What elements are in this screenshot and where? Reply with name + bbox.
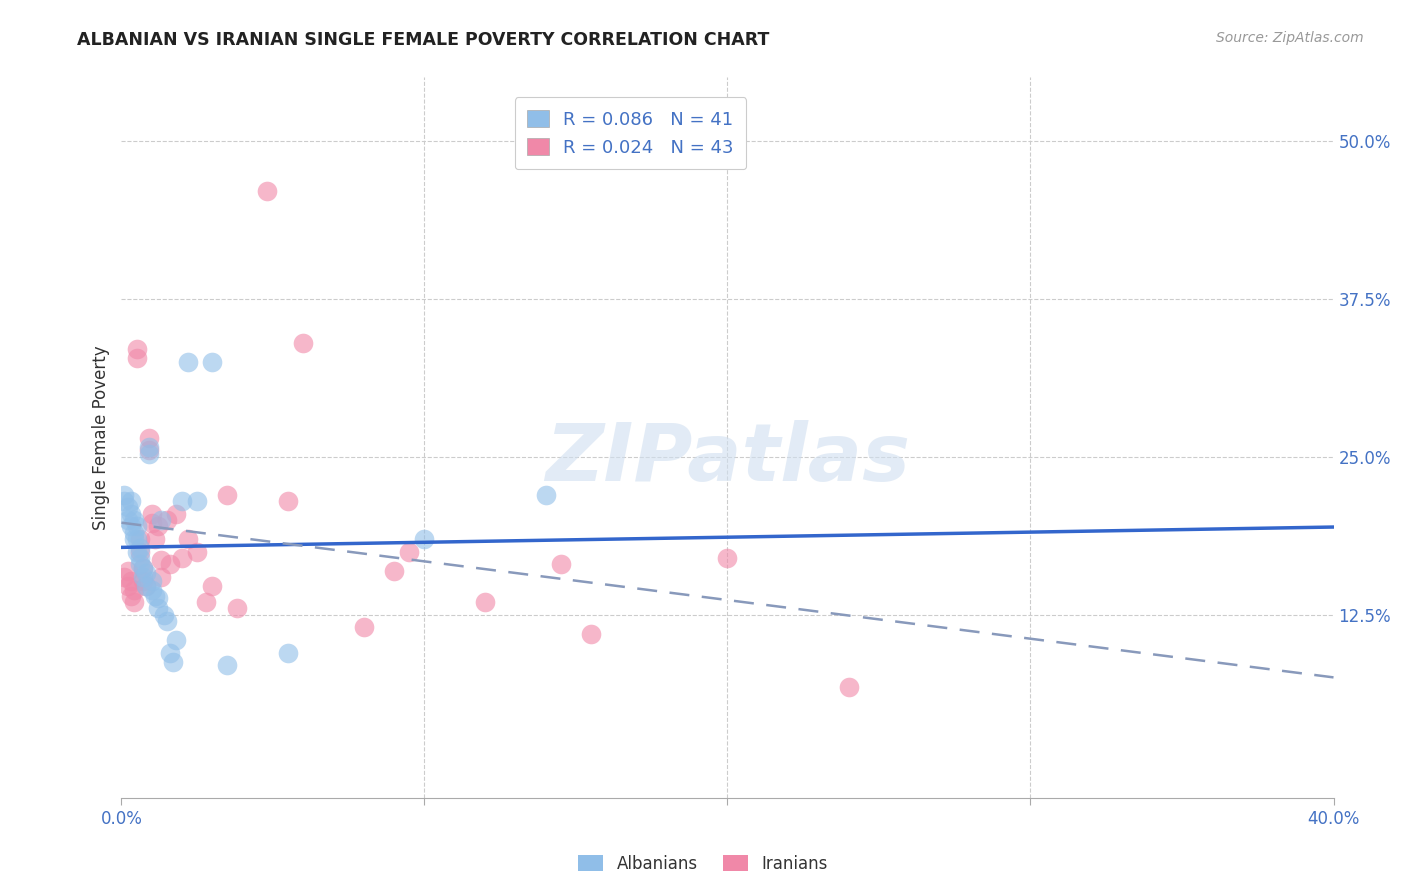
Point <box>138 431 160 445</box>
Point <box>170 494 193 508</box>
Point <box>131 561 153 575</box>
Point <box>135 579 157 593</box>
Point <box>135 566 157 580</box>
Point <box>135 579 157 593</box>
Point <box>186 544 208 558</box>
Point <box>125 519 148 533</box>
Point <box>117 500 139 515</box>
Point <box>117 579 139 593</box>
Point <box>217 488 239 502</box>
Point <box>131 570 153 584</box>
Point <box>125 532 148 546</box>
Point <box>153 607 176 622</box>
Point <box>162 655 184 669</box>
Point <box>120 494 142 508</box>
Point <box>128 550 150 565</box>
Text: Source: ZipAtlas.com: Source: ZipAtlas.com <box>1216 31 1364 45</box>
Point <box>120 519 142 533</box>
Point <box>131 574 153 588</box>
Point <box>474 595 496 609</box>
Point <box>353 620 375 634</box>
Point <box>120 507 142 521</box>
Point <box>141 516 163 530</box>
Point <box>165 633 187 648</box>
Point <box>201 355 224 369</box>
Point <box>122 595 145 609</box>
Point <box>277 494 299 508</box>
Point <box>156 513 179 527</box>
Point <box>120 589 142 603</box>
Y-axis label: Single Female Poverty: Single Female Poverty <box>93 345 110 530</box>
Point <box>159 558 181 572</box>
Point <box>579 626 602 640</box>
Point <box>156 614 179 628</box>
Point <box>149 570 172 584</box>
Point <box>550 558 572 572</box>
Legend: R = 0.086   N = 41, R = 0.024   N = 43: R = 0.086 N = 41, R = 0.024 N = 43 <box>515 97 747 169</box>
Point <box>138 447 160 461</box>
Point <box>716 550 738 565</box>
Point <box>117 513 139 527</box>
Point <box>225 601 247 615</box>
Point <box>141 574 163 588</box>
Point <box>122 532 145 546</box>
Point <box>128 558 150 572</box>
Point <box>195 595 218 609</box>
Point <box>128 544 150 558</box>
Point <box>125 351 148 365</box>
Text: ALBANIAN VS IRANIAN SINGLE FEMALE POVERTY CORRELATION CHART: ALBANIAN VS IRANIAN SINGLE FEMALE POVERT… <box>77 31 769 49</box>
Point <box>141 507 163 521</box>
Point <box>413 532 436 546</box>
Point <box>138 443 160 458</box>
Point <box>114 570 136 584</box>
Point <box>122 525 145 540</box>
Point <box>534 488 557 502</box>
Point <box>146 519 169 533</box>
Point <box>398 544 420 558</box>
Point <box>149 513 172 527</box>
Point <box>128 541 150 555</box>
Point <box>217 658 239 673</box>
Point <box>128 532 150 546</box>
Point <box>141 582 163 597</box>
Point <box>838 680 860 694</box>
Point <box>114 488 136 502</box>
Point <box>382 564 405 578</box>
Point <box>277 646 299 660</box>
Legend: Albanians, Iranians: Albanians, Iranians <box>572 848 834 880</box>
Point <box>177 532 200 546</box>
Point <box>143 532 166 546</box>
Point <box>165 507 187 521</box>
Point <box>125 343 148 357</box>
Text: ZIPatlas: ZIPatlas <box>546 420 910 499</box>
Point <box>177 355 200 369</box>
Point <box>149 553 172 567</box>
Point <box>122 513 145 527</box>
Point <box>170 550 193 565</box>
Point <box>114 494 136 508</box>
Point <box>117 564 139 578</box>
Point <box>201 579 224 593</box>
Point <box>146 591 169 606</box>
Point <box>292 335 315 350</box>
Point <box>131 561 153 575</box>
Point <box>138 440 160 454</box>
Point <box>146 601 169 615</box>
Point <box>122 582 145 597</box>
Point <box>159 646 181 660</box>
Point <box>143 589 166 603</box>
Point <box>256 184 278 198</box>
Point <box>186 494 208 508</box>
Point <box>120 574 142 588</box>
Point <box>125 544 148 558</box>
